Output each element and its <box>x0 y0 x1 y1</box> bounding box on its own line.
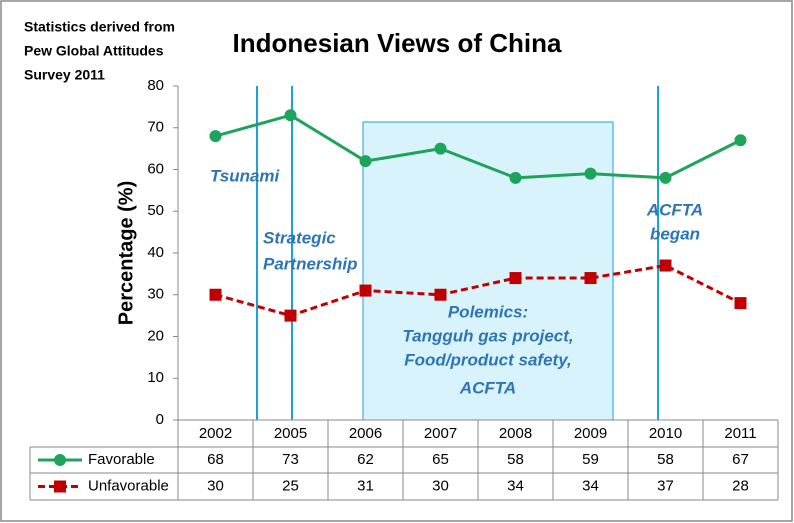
legend-label: Favorable <box>88 451 155 468</box>
point <box>434 142 447 155</box>
table-value: 34 <box>507 477 524 494</box>
x-tick-label: 2011 <box>724 425 756 442</box>
y-tick-label: 40 <box>147 244 164 261</box>
y-axis-label: Percentage (%) <box>115 181 137 326</box>
source-note: Statistics derived from <box>24 19 175 35</box>
point <box>509 272 522 285</box>
legend-marker <box>54 480 66 493</box>
table-value: 30 <box>432 477 449 494</box>
y-tick-label: 70 <box>147 119 164 136</box>
x-tick-label: 2006 <box>349 425 382 442</box>
x-tick-label: 2007 <box>424 425 457 442</box>
point <box>209 288 222 301</box>
highlight-region <box>362 121 614 421</box>
point <box>734 134 747 147</box>
table-value: 28 <box>732 477 749 494</box>
table-value: 62 <box>357 451 374 468</box>
table-value: 68 <box>207 451 224 468</box>
y-tick-label: 80 <box>147 77 164 94</box>
point <box>284 109 297 122</box>
source-note: Survey 2011 <box>24 67 105 83</box>
annotation: Strategic <box>263 228 336 247</box>
point <box>584 272 597 285</box>
annotation: began <box>650 224 700 243</box>
annotation: Food/product safety, <box>404 350 572 369</box>
table-value: 65 <box>432 451 449 468</box>
table-value: 73 <box>282 451 299 468</box>
y-tick-label: 10 <box>147 369 164 386</box>
point <box>284 309 297 322</box>
table-value: 30 <box>207 477 224 494</box>
table-value: 58 <box>507 451 524 468</box>
table-value: 67 <box>732 451 749 468</box>
annotation: Tangguh gas project, <box>402 326 573 345</box>
table-value: 31 <box>357 477 374 494</box>
point <box>734 297 747 310</box>
point <box>659 171 672 184</box>
annotation: ACFTA <box>646 200 703 219</box>
y-tick-label: 20 <box>147 327 164 344</box>
table-value: 58 <box>657 451 674 468</box>
point <box>509 171 522 184</box>
annotation: ACFTA <box>459 378 516 397</box>
y-tick-label: 0 <box>156 411 164 428</box>
x-tick-label: 2008 <box>499 425 532 442</box>
legend-marker <box>54 454 66 466</box>
y-tick-label: 60 <box>147 160 164 177</box>
y-tick-label: 50 <box>147 202 164 219</box>
table-value: 25 <box>282 477 299 494</box>
annotation: Polemics: <box>448 302 528 321</box>
series-line <box>215 113 742 180</box>
point <box>659 259 672 272</box>
table-value: 34 <box>582 477 599 494</box>
y-tick-label: 30 <box>147 286 164 303</box>
x-tick-label: 2009 <box>574 425 607 442</box>
series-line <box>215 263 742 318</box>
chart-title: Indonesian Views of China <box>233 28 562 58</box>
point <box>359 284 372 297</box>
table-value: 59 <box>582 451 599 468</box>
point <box>584 167 597 180</box>
legend-label: Unfavorable <box>88 477 169 494</box>
x-tick-label: 2005 <box>274 425 307 442</box>
x-tick-label: 2010 <box>649 425 682 442</box>
annotation: Partnership <box>263 254 357 273</box>
x-tick-label: 2002 <box>199 425 232 442</box>
point <box>209 130 222 143</box>
point <box>434 288 447 301</box>
table-value: 37 <box>657 477 674 494</box>
point <box>359 155 372 168</box>
source-note: Pew Global Attitudes <box>24 43 164 59</box>
annotation: Tsunami <box>210 166 281 185</box>
